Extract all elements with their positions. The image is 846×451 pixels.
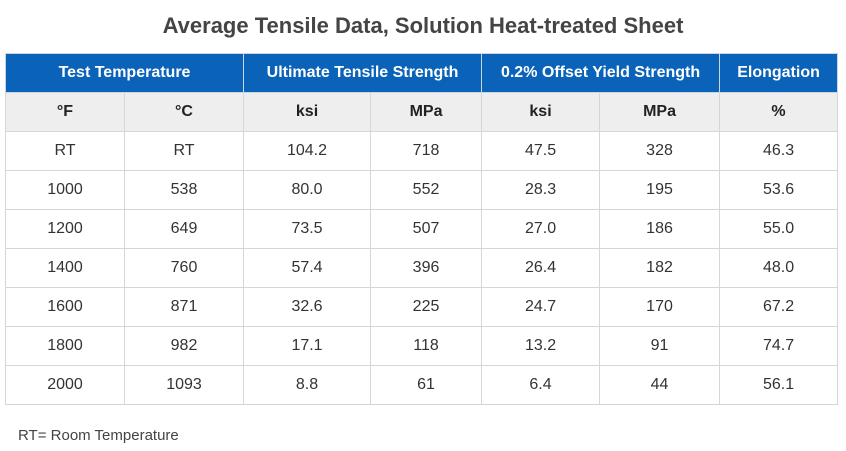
table-cell: 718	[370, 131, 483, 171]
table-cell: 74.7	[719, 326, 839, 366]
table-cell: 17.1	[243, 326, 372, 366]
table-cell: 46.3	[719, 131, 839, 171]
unit-header-fahrenheit: °F	[5, 92, 125, 132]
table-cell: 552	[370, 170, 483, 210]
table-cell: 32.6	[243, 287, 372, 327]
table-cell: 982	[123, 326, 245, 366]
unit-header-ys-mpa: MPa	[599, 92, 721, 132]
table-row: RT RT 104.2 718 47.5 328 46.3	[5, 131, 839, 171]
table-cell: 871	[123, 287, 245, 327]
table-cell: 186	[599, 209, 721, 249]
footnote: RT= Room Temperature	[18, 427, 179, 444]
table-cell: 8.8	[243, 365, 372, 405]
table-row: 1800 982 17.1 118 13.2 91 74.7	[5, 326, 839, 366]
table-cell: 67.2	[719, 287, 839, 327]
table-cell: 182	[599, 248, 721, 288]
table-cell: RT	[123, 131, 245, 171]
unit-header-ys-ksi: ksi	[481, 92, 601, 132]
table-cell: 53.6	[719, 170, 839, 210]
unit-header-uts-mpa: MPa	[370, 92, 483, 132]
table-cell: 760	[123, 248, 245, 288]
table-cell: 55.0	[719, 209, 839, 249]
table-cell: RT	[5, 131, 125, 171]
table-cell: 225	[370, 287, 483, 327]
group-header-row: Test Temperature Ultimate Tensile Streng…	[4, 53, 839, 93]
table-row: 1400 760 57.4 396 26.4 182 48.0	[5, 248, 839, 288]
table-row: 1600 871 32.6 225 24.7 170 67.2	[5, 287, 839, 327]
table-cell: 24.7	[481, 287, 601, 327]
page-title: Average Tensile Data, Solution Heat-trea…	[162, 13, 684, 38]
table-cell: 73.5	[243, 209, 372, 249]
header-test-temperature: Test Temperature	[4, 53, 245, 93]
table-cell: 1200	[5, 209, 125, 249]
header-elongation: Elongation	[719, 53, 839, 93]
table-cell: 91	[599, 326, 721, 366]
unit-header-uts-ksi: ksi	[243, 92, 372, 132]
header-ultimate-tensile-strength: Ultimate Tensile Strength	[243, 53, 483, 93]
table-cell: 1093	[123, 365, 245, 405]
unit-header-row: °F °C ksi MPa ksi MPa %	[5, 92, 839, 132]
table-cell: 28.3	[481, 170, 601, 210]
table-cell: 396	[370, 248, 483, 288]
table-cell: 47.5	[481, 131, 601, 171]
table-cell: 48.0	[719, 248, 839, 288]
table-cell: 195	[599, 170, 721, 210]
table-cell: 61	[370, 365, 483, 405]
table-cell: 2000	[5, 365, 125, 405]
table-cell: 26.4	[481, 248, 601, 288]
table-cell: 6.4	[481, 365, 601, 405]
table-body: RT RT 104.2 718 47.5 328 46.3 1000 538 8…	[5, 131, 839, 405]
unit-header-celsius: °C	[123, 92, 245, 132]
unit-header-elongation-percent: %	[719, 92, 839, 132]
table-cell: 1600	[5, 287, 125, 327]
table-cell: 170	[599, 287, 721, 327]
table-cell: 328	[599, 131, 721, 171]
table-cell: 1400	[5, 248, 125, 288]
table-cell: 649	[123, 209, 245, 249]
table-cell: 57.4	[243, 248, 372, 288]
table-cell: 56.1	[719, 365, 839, 405]
table-cell: 80.0	[243, 170, 372, 210]
tensile-data-table: Test Temperature Ultimate Tensile Streng…	[4, 53, 839, 405]
table-cell: 507	[370, 209, 483, 249]
header-offset-yield-strength: 0.2% Offset Yield Strength	[481, 53, 721, 93]
table-cell: 13.2	[481, 326, 601, 366]
table-cell: 104.2	[243, 131, 372, 171]
table-cell: 118	[370, 326, 483, 366]
table-cell: 1000	[5, 170, 125, 210]
table-row: 2000 1093 8.8 61 6.4 44 56.1	[5, 365, 839, 405]
table-row: 1000 538 80.0 552 28.3 195 53.6	[5, 170, 839, 210]
table-cell: 27.0	[481, 209, 601, 249]
table-cell: 44	[599, 365, 721, 405]
table-row: 1200 649 73.5 507 27.0 186 55.0	[5, 209, 839, 249]
table-cell: 538	[123, 170, 245, 210]
table-cell: 1800	[5, 326, 125, 366]
